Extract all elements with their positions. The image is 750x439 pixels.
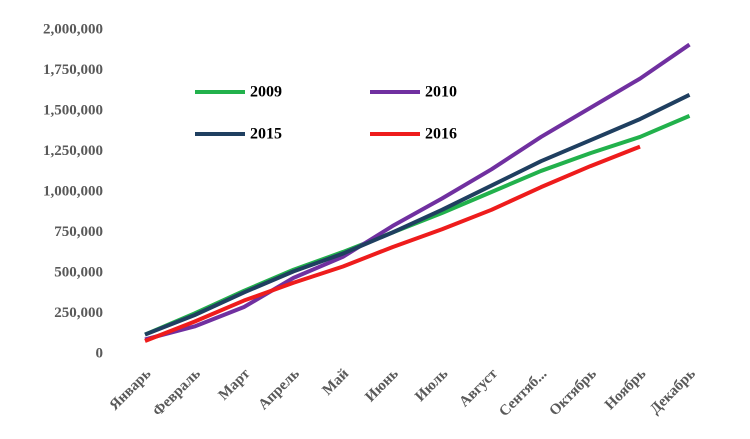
legend-label: 2009	[250, 84, 282, 101]
x-tick-label: Октябрь	[546, 366, 599, 419]
x-tick-label: Июль	[412, 366, 451, 405]
x-tick-label: Август	[456, 366, 501, 411]
x-tick-label: Май	[320, 366, 353, 399]
y-tick-label: 1,000,000	[43, 183, 103, 199]
legend-label: 2015	[250, 126, 282, 143]
y-tick-label: 2,000,000	[43, 21, 103, 37]
y-tick-label: 1,750,000	[43, 62, 103, 78]
y-tick-label: 500,000	[54, 264, 103, 280]
y-tick-label: 1,250,000	[43, 143, 103, 159]
x-tick-label: Сентяб...	[496, 366, 550, 420]
legend-label: 2016	[425, 126, 457, 143]
x-tick-label: Апрель	[256, 366, 303, 413]
x-tick-label: Декабрь	[647, 366, 699, 418]
x-tick-label: Июнь	[362, 366, 401, 405]
y-tick-label: 0	[96, 345, 104, 361]
y-tick-label: 250,000	[54, 305, 103, 321]
series-line	[144, 42, 691, 342]
legend-label: 2010	[425, 84, 457, 101]
x-tick-label: Март	[216, 365, 254, 403]
x-tick-label: Январь	[107, 366, 155, 414]
x-tick-label: Февраль	[150, 366, 204, 420]
series-line	[144, 93, 691, 337]
y-tick-label: 1,500,000	[43, 102, 103, 118]
y-tick-label: 750,000	[54, 224, 103, 240]
x-tick-label: Ноябрь	[602, 366, 649, 413]
series-line	[144, 144, 641, 343]
